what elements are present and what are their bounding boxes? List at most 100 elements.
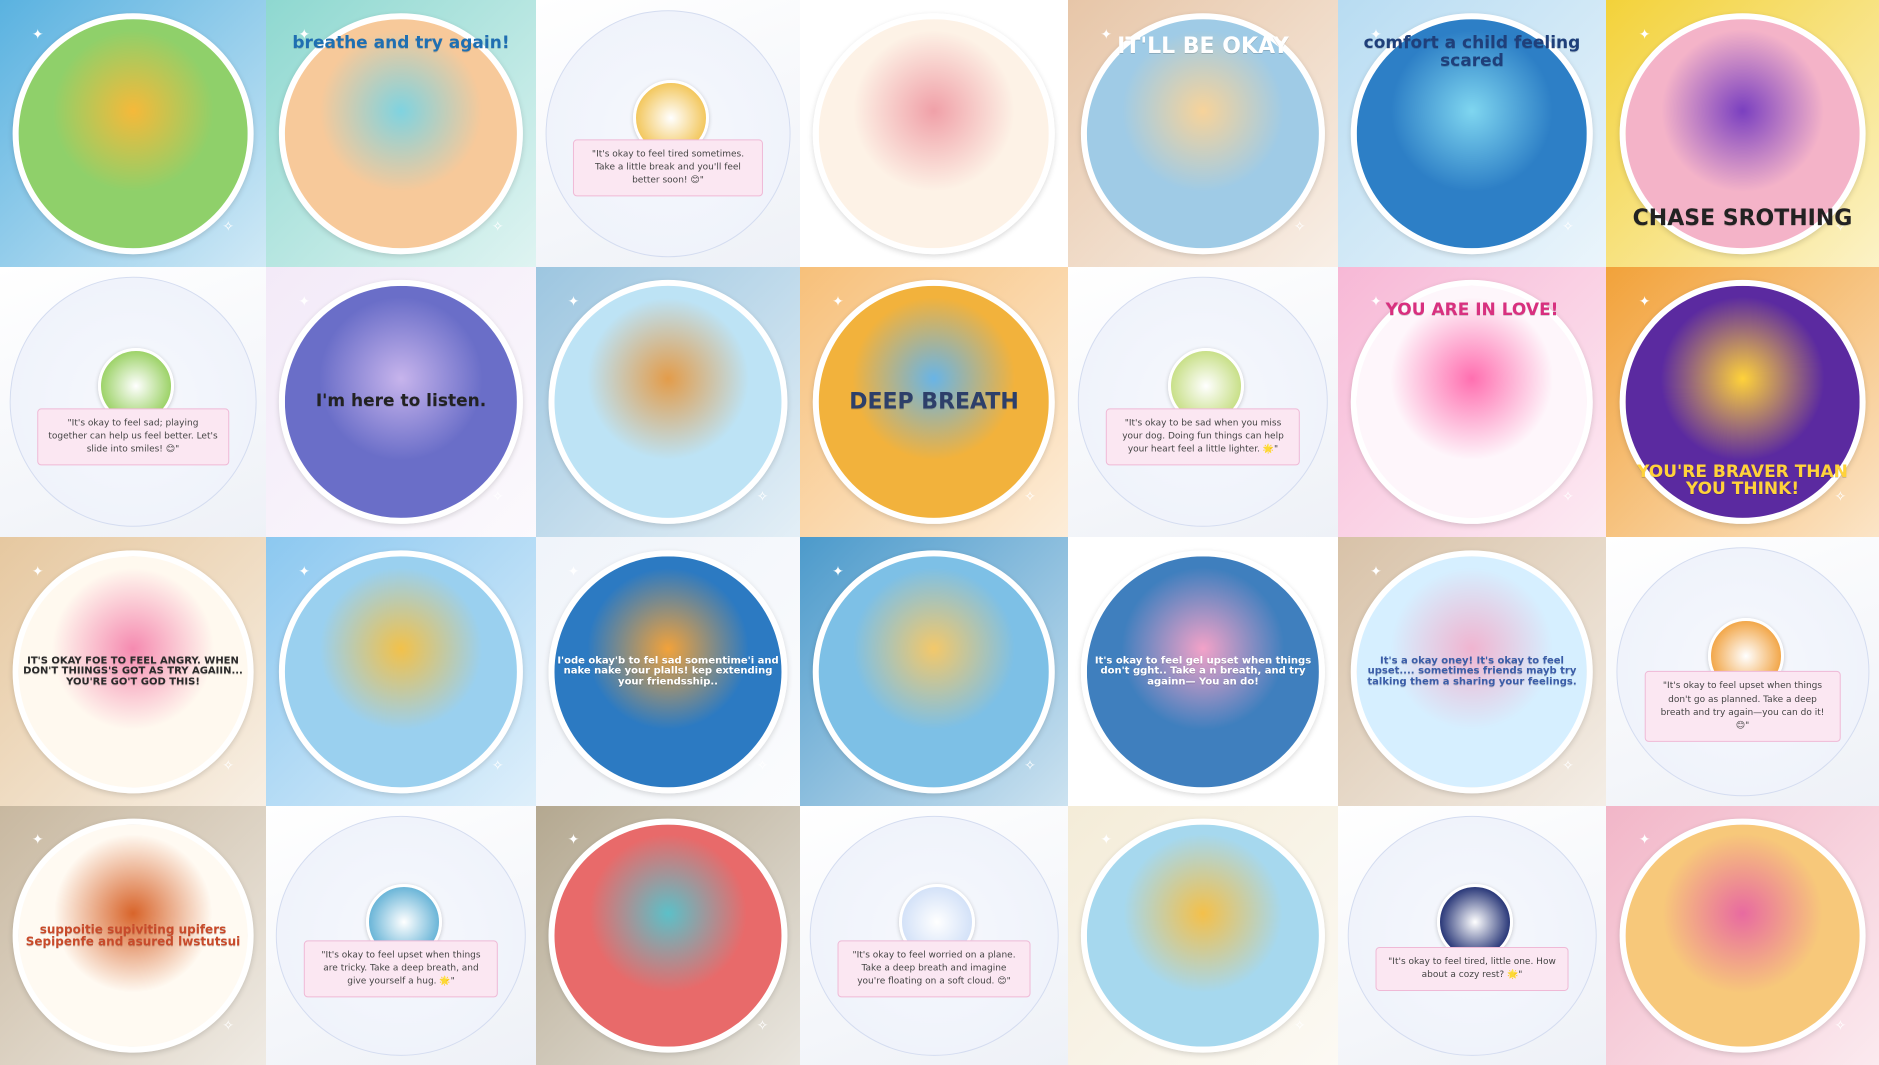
door-faces-sticker-disc [812, 549, 1056, 794]
braver-sticker-caption: YOU'RE BRAVER THAN YOU THINK! [1637, 461, 1848, 500]
plane-ocean-sticker-caption: comfort a child feeling scared [1363, 32, 1581, 71]
text-sticker-upset-plans-tile[interactable]: "It's okay to feel upset when things don… [1606, 537, 1879, 806]
sparkle-icon: ✧ [1293, 218, 1306, 235]
rainbow-flowers-sticker-tile[interactable]: ✦ ✧ YOU ARE IN LOVE! [1338, 267, 1606, 537]
text-sticker-sad-playing-quote: "It's okay to feel sad; playing together… [37, 408, 229, 466]
braver-sticker-tile[interactable]: ✦ ✧ YOU'RE BRAVER THAN YOU THINK! [1606, 267, 1879, 537]
puppies-group-sticker-disc [812, 12, 1056, 255]
sparkle-icon: ✦ [1370, 563, 1382, 580]
text-sticker-upset-tricky-quote: "It's okay to feel upset when things are… [303, 940, 499, 998]
puppy-panda-sticker-tile[interactable]: ✦ ✧ IT'LL BE OKAY [1068, 0, 1338, 267]
gamepad-sticker-disc [548, 549, 788, 794]
puppy-sitting-sticker-disc [548, 279, 788, 525]
deep-breath-sticker-caption: DEEP BREATH [849, 389, 1019, 415]
sparkle-icon: ✧ [1293, 1017, 1306, 1034]
bear-cloud-sticker-tile[interactable]: ✦ ✧ I'm here to listen. [266, 267, 536, 537]
flowers-hands-sticker-disc [548, 818, 788, 1053]
sparkle-icon: ✦ [1100, 26, 1113, 43]
sparkle-icon: ✦ [298, 294, 311, 310]
sparkle-icon: ✦ [1638, 26, 1651, 43]
sparkle-icon: ✦ [567, 563, 580, 580]
puppies-group-sticker-tile[interactable]: ✦ ✧ [800, 0, 1068, 267]
okay-angry-sticker-caption: IT'S OKAY FOE TO FEEL ANGRY. WHEN DON'T … [23, 654, 243, 687]
sun-rainbow-dog-sticker-disc [1080, 818, 1326, 1053]
superhero-kid-sticker-tile[interactable]: ✦ ✧ CHASE SROTHING [1606, 0, 1879, 267]
sparkle-icon: ✧ [491, 757, 504, 774]
sparkle-icon: ✦ [567, 831, 580, 848]
sparkle-icon: ✦ [1100, 831, 1113, 848]
sparkle-icon: ✦ [1370, 294, 1382, 310]
airplane-sky-sticker-tile[interactable]: ✦ ✧ [266, 537, 536, 806]
sparkle-icon: ✦ [1370, 26, 1382, 43]
sparkle-icon: ✦ [298, 563, 311, 580]
puppy-panda-sticker-caption: IT'LL BE OKAY [1117, 33, 1289, 59]
sparkle-icon: ✦ [31, 26, 44, 43]
sparkle-icon: ✦ [1100, 563, 1113, 580]
sparkle-icon: ✧ [1293, 757, 1306, 774]
hamster-rainbow-sticker-tile[interactable]: ✦ ✧ [1606, 806, 1879, 1065]
sparkle-icon: ✧ [756, 1017, 769, 1034]
sparkle-icon: ✧ [222, 1017, 235, 1034]
text-sticker-upset-tricky-tile[interactable]: "It's okay to feel upset when things are… [266, 806, 536, 1065]
door-faces-sticker-tile[interactable]: ✦ ✧ [800, 537, 1068, 806]
sparkle-icon: ✦ [832, 294, 844, 310]
gamepad-sticker-tile[interactable]: ✦ ✧ I'ode okay'b to fel sad somentime'i an… [536, 537, 800, 806]
sparkle-icon: ✦ [31, 563, 44, 580]
rainbow-cats-sticker-caption: It's okay to feel gel upset when things … [1094, 654, 1312, 687]
sparkle-icon: ✧ [491, 218, 504, 235]
rainbow-cats-sticker-tile[interactable]: ✦ ✧ It's okay to feel gel upset when thing… [1068, 537, 1338, 806]
text-sticker-cozy-rest-quote: "It's okay to feel tired, little one. Ho… [1375, 947, 1569, 992]
sparkle-icon: ✧ [1024, 757, 1036, 774]
text-sticker-plane-worried-quote: "It's okay to feel worried on a plane. T… [837, 940, 1031, 998]
sparkle-icon: ✦ [298, 26, 311, 43]
bear-cloud-sticker-disc [278, 279, 524, 525]
sparkle-icon: ✧ [1562, 757, 1574, 774]
kitten-okay-sticker-caption: It's a okay oney! It's okay to feel upse… [1367, 654, 1577, 687]
hamster-rainbow-sticker-disc [1619, 818, 1866, 1053]
bear-cloud-sticker-caption: I'm here to listen. [315, 391, 487, 412]
braver-sticker-disc [1619, 279, 1866, 525]
okay-angry-sticker-tile[interactable]: ✦ ✧ IT'S OKAY FOE TO FEEL ANGRY. WHEN DON'… [0, 537, 266, 806]
sparkle-icon: ✦ [832, 563, 844, 580]
superhero-kid-sticker-disc [1619, 12, 1866, 255]
sparkle-icon: ✧ [222, 218, 235, 235]
girl-squirrel-sticker-disc [12, 818, 254, 1053]
sparkle-icon: ✦ [832, 26, 844, 43]
sparkle-icon: ✧ [756, 757, 769, 774]
kitten-okay-sticker-disc [1350, 549, 1594, 794]
computer-rainbow-sticker-caption: breathe and try again! [292, 32, 510, 53]
airplane-sky-sticker-disc [278, 549, 524, 794]
text-sticker-upset-plans-quote: "It's okay to feel upset when things don… [1644, 671, 1841, 742]
rainbow-cats-sticker-disc [1080, 549, 1326, 794]
text-sticker-sad-playing-tile[interactable]: "It's okay to feel sad; playing together… [0, 267, 266, 537]
sparkle-icon: ✧ [1834, 488, 1847, 505]
sparkle-icon: ✧ [1562, 218, 1574, 235]
sparkle-icon: ✧ [222, 757, 235, 774]
computer-rainbow-sticker-disc [278, 12, 524, 255]
sparkle-icon: ✦ [1638, 831, 1651, 848]
kitten-okay-sticker-tile[interactable]: ✦ ✧ It's a okay oney! It's okay to feel up… [1338, 537, 1606, 806]
sun-rainbow-dog-sticker-tile[interactable]: ✦ ✧ [1068, 806, 1338, 1065]
sparkle-icon: ✧ [1024, 488, 1036, 505]
sun-playground-sticker-tile[interactable]: ✦ ✧ [0, 0, 266, 267]
text-sticker-plane-worried-tile[interactable]: "It's okay to feel worried on a plane. T… [800, 806, 1068, 1065]
sparkle-icon: ✧ [1834, 1017, 1847, 1034]
text-sticker-cozy-rest-tile[interactable]: "It's okay to feel tired, little one. Ho… [1338, 806, 1606, 1065]
girl-squirrel-sticker-tile[interactable]: ✦ ✧ suppoitie supiviting upifers Sepipenfe… [0, 806, 266, 1065]
sparkle-icon: ✧ [491, 488, 504, 505]
text-sticker-miss-dog-quote: "It's okay to be sad when you miss your … [1105, 408, 1301, 466]
puppy-sitting-sticker-tile[interactable]: ✦ ✧ [536, 267, 800, 537]
text-sticker-tired-quote: "It's okay to feel tired sometimes. Take… [572, 139, 764, 197]
text-sticker-tired-tile[interactable]: "It's okay to feel tired sometimes. Take… [536, 0, 800, 267]
rainbow-flowers-sticker-disc [1350, 279, 1594, 525]
deep-breath-sticker-tile[interactable]: ✦ ✧ DEEP BREATH [800, 267, 1068, 537]
gamepad-sticker-caption: I'ode okay'b to fel sad somentime'i and … [557, 654, 779, 687]
sun-playground-sticker-disc [12, 12, 254, 255]
text-sticker-miss-dog-tile[interactable]: "It's okay to be sad when you miss your … [1068, 267, 1338, 537]
girl-squirrel-sticker-caption: suppoitie supiviting upifers Sepipenfe a… [25, 921, 241, 949]
sparkle-icon: ✧ [1562, 488, 1574, 505]
plane-ocean-sticker-tile[interactable]: ✦ ✧ comfort a child feeling scared [1338, 0, 1606, 267]
computer-rainbow-sticker-tile[interactable]: ✦ ✧ breathe and try again! [266, 0, 536, 267]
flowers-hands-sticker-tile[interactable]: ✦ ✧ [536, 806, 800, 1065]
